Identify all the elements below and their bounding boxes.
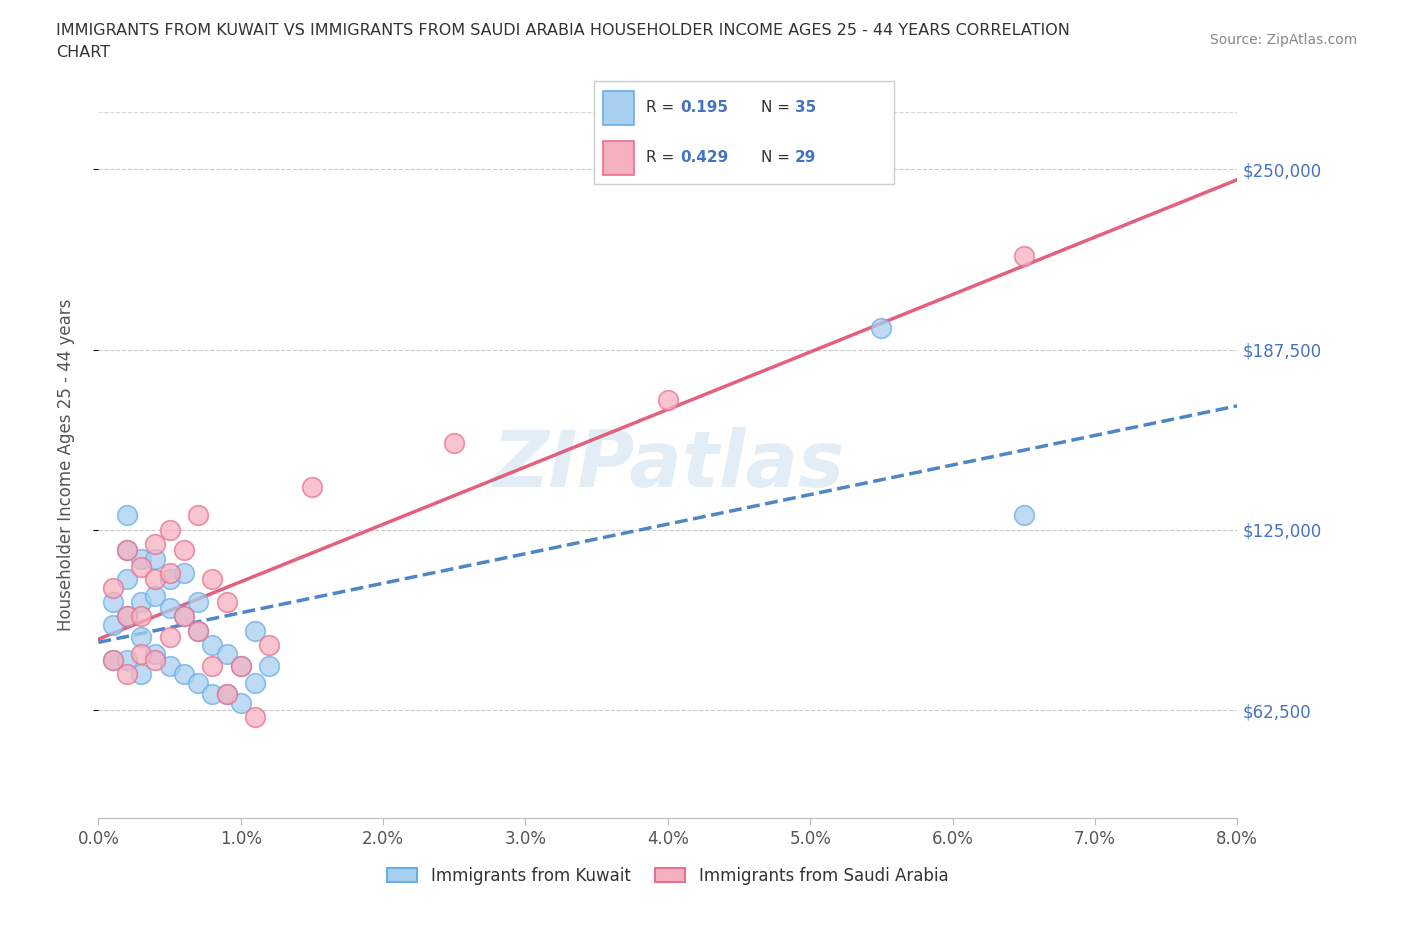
Point: [229, 696, 252, 711]
Point: [145, 572, 167, 587]
Point: [215, 646, 238, 661]
Point: [145, 646, 167, 661]
Point: [215, 687, 238, 702]
Point: [187, 675, 209, 690]
Point: [159, 523, 181, 538]
Point: [159, 658, 181, 673]
Point: [173, 565, 195, 580]
Text: CHART: CHART: [56, 45, 110, 60]
Point: [229, 658, 252, 673]
Point: [215, 687, 238, 702]
Point: [115, 609, 138, 624]
Point: [173, 667, 195, 682]
Point: [443, 436, 465, 451]
Text: R =: R =: [647, 100, 679, 115]
Text: N =: N =: [761, 100, 794, 115]
Point: [115, 572, 138, 587]
Point: [159, 565, 181, 580]
FancyBboxPatch shape: [603, 91, 634, 125]
Text: Source: ZipAtlas.com: Source: ZipAtlas.com: [1209, 33, 1357, 46]
Y-axis label: Householder Income Ages 25 - 44 years: Householder Income Ages 25 - 44 years: [56, 299, 75, 631]
Point: [115, 609, 138, 624]
Point: [159, 572, 181, 587]
Text: R =: R =: [647, 150, 679, 165]
Point: [201, 638, 224, 653]
FancyBboxPatch shape: [593, 81, 894, 184]
Point: [159, 601, 181, 616]
Point: [115, 667, 138, 682]
Point: [201, 687, 224, 702]
Point: [129, 630, 152, 644]
Point: [129, 646, 152, 661]
Point: [187, 623, 209, 638]
FancyBboxPatch shape: [603, 141, 634, 175]
Point: [145, 652, 167, 667]
Point: [145, 551, 167, 566]
Text: 0.429: 0.429: [681, 150, 728, 165]
Point: [173, 543, 195, 558]
Point: [101, 594, 124, 609]
Point: [101, 652, 124, 667]
Point: [101, 580, 124, 595]
Point: [243, 710, 266, 724]
Point: [173, 609, 195, 624]
Text: N =: N =: [761, 150, 794, 165]
Point: [101, 618, 124, 632]
Text: ZIPatlas: ZIPatlas: [492, 427, 844, 503]
Point: [173, 609, 195, 624]
Legend: Immigrants from Kuwait, Immigrants from Saudi Arabia: Immigrants from Kuwait, Immigrants from …: [381, 860, 955, 891]
Point: [115, 543, 138, 558]
Point: [115, 508, 138, 523]
Point: [187, 594, 209, 609]
Point: [101, 652, 124, 667]
Point: [129, 609, 152, 624]
Point: [259, 638, 281, 653]
Text: IMMIGRANTS FROM KUWAIT VS IMMIGRANTS FROM SAUDI ARABIA HOUSEHOLDER INCOME AGES 2: IMMIGRANTS FROM KUWAIT VS IMMIGRANTS FRO…: [56, 23, 1070, 38]
Point: [129, 667, 152, 682]
Point: [159, 630, 181, 644]
Point: [870, 321, 893, 336]
Point: [301, 479, 323, 494]
Point: [229, 658, 252, 673]
Text: 0.195: 0.195: [681, 100, 728, 115]
Point: [201, 658, 224, 673]
Point: [145, 537, 167, 551]
Point: [215, 594, 238, 609]
Point: [243, 623, 266, 638]
Text: 29: 29: [794, 150, 815, 165]
Point: [1012, 508, 1035, 523]
Point: [115, 652, 138, 667]
Point: [1012, 248, 1035, 263]
Point: [201, 572, 224, 587]
Point: [115, 543, 138, 558]
Point: [259, 658, 281, 673]
Point: [129, 594, 152, 609]
Point: [129, 551, 152, 566]
Point: [657, 392, 679, 407]
Point: [187, 623, 209, 638]
Point: [129, 560, 152, 575]
Point: [243, 675, 266, 690]
Point: [187, 508, 209, 523]
Text: 35: 35: [794, 100, 815, 115]
Point: [145, 589, 167, 604]
